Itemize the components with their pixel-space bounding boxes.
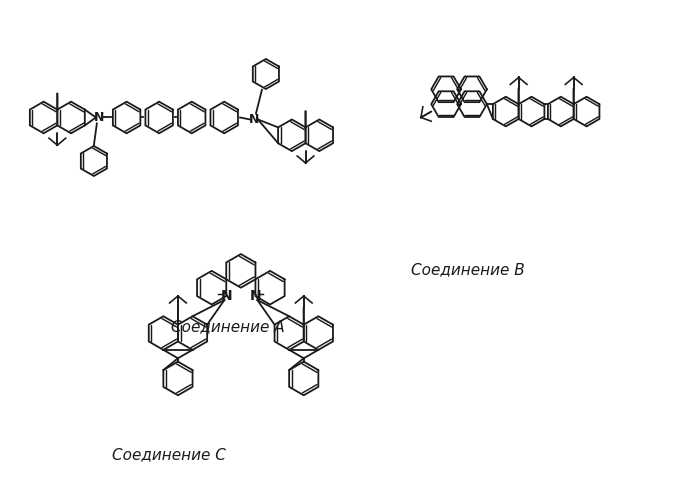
Text: N: N <box>249 113 259 126</box>
Text: N: N <box>94 111 104 124</box>
Text: N: N <box>249 289 261 303</box>
Text: Соединение С: Соединение С <box>113 448 227 462</box>
Text: Соединение А: Соединение А <box>171 319 284 334</box>
Text: N: N <box>220 289 232 303</box>
Text: Соединение В: Соединение В <box>410 262 524 278</box>
